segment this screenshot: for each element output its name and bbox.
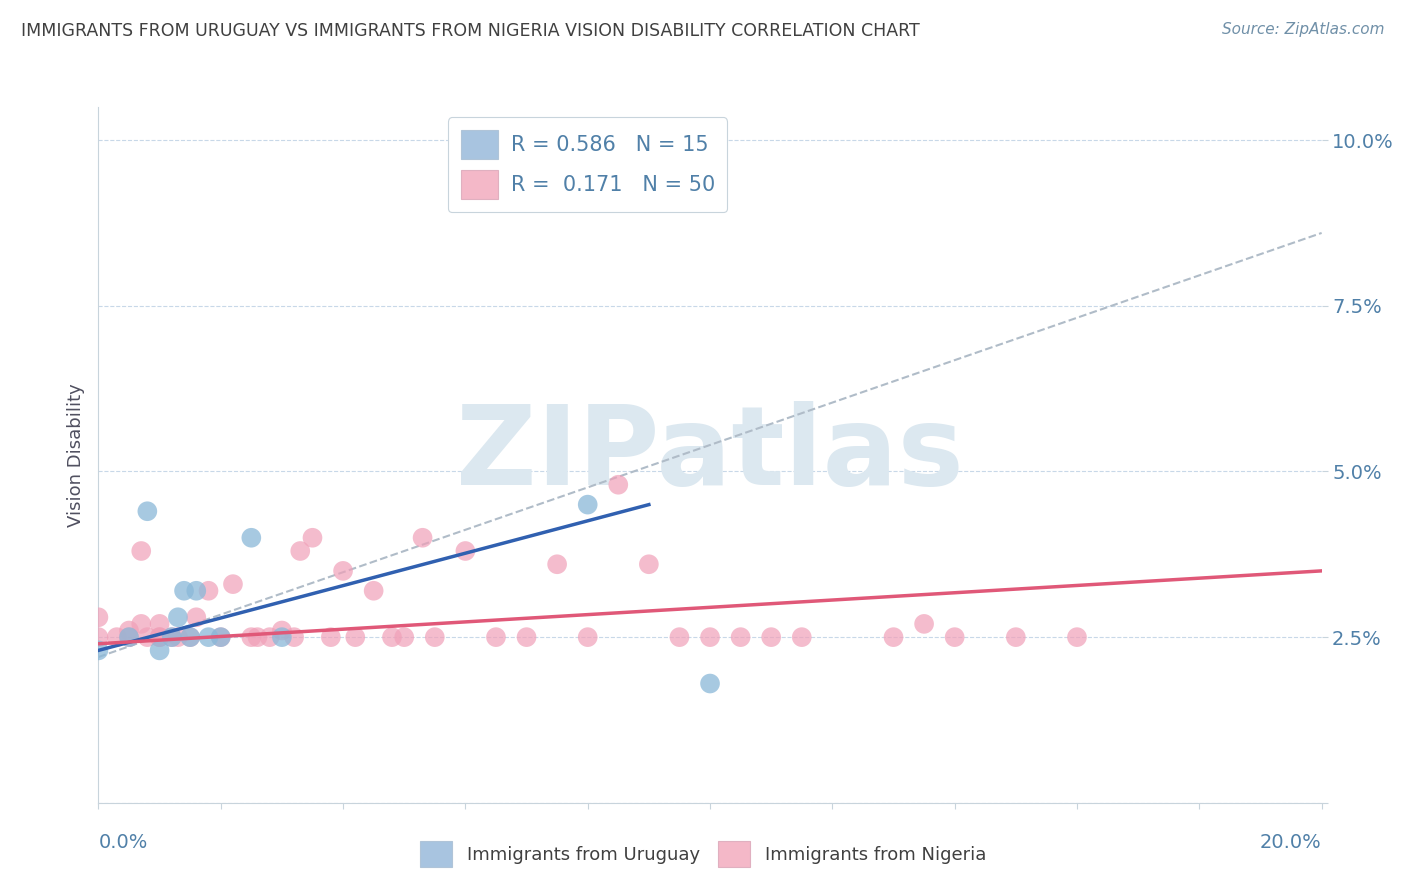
Point: [423, 630, 446, 644]
Point: [167, 610, 190, 624]
Point: [240, 630, 263, 644]
Point: [186, 610, 208, 624]
Point: [790, 630, 813, 644]
Point: [759, 630, 782, 644]
Text: Source: ZipAtlas.com: Source: ZipAtlas.com: [1222, 22, 1385, 37]
Point: [149, 630, 172, 644]
Point: [197, 583, 219, 598]
Point: [576, 630, 599, 644]
Point: [516, 186, 538, 201]
Point: [246, 630, 269, 644]
Point: [344, 630, 367, 644]
Point: [270, 624, 292, 638]
Point: [129, 544, 152, 558]
Point: [363, 583, 385, 598]
Point: [197, 630, 219, 644]
Point: [87, 643, 110, 657]
Point: [546, 558, 568, 572]
Legend: R = 0.586   N = 15, R =  0.171   N = 50: R = 0.586 N = 15, R = 0.171 N = 50: [449, 118, 727, 211]
Point: [730, 630, 752, 644]
Point: [668, 630, 690, 644]
Point: [943, 630, 966, 644]
Point: [87, 610, 110, 624]
Point: [912, 616, 935, 631]
Point: [209, 630, 232, 644]
Text: IMMIGRANTS FROM URUGUAY VS IMMIGRANTS FROM NIGERIA VISION DISABILITY CORRELATION: IMMIGRANTS FROM URUGUAY VS IMMIGRANTS FR…: [21, 22, 920, 40]
Point: [392, 630, 416, 644]
Point: [516, 630, 538, 644]
Point: [240, 531, 263, 545]
Point: [637, 558, 661, 572]
Point: [160, 630, 183, 644]
Point: [283, 630, 305, 644]
Point: [485, 630, 508, 644]
Point: [179, 630, 201, 644]
Point: [454, 544, 477, 558]
Point: [1004, 630, 1026, 644]
Point: [87, 630, 110, 644]
Point: [149, 630, 172, 644]
Point: [118, 630, 141, 644]
Text: 20.0%: 20.0%: [1260, 833, 1322, 853]
Point: [209, 630, 232, 644]
Point: [136, 630, 159, 644]
Point: [222, 577, 245, 591]
Point: [149, 643, 172, 657]
Point: [576, 498, 599, 512]
Point: [381, 630, 404, 644]
Point: [173, 583, 195, 598]
Point: [883, 630, 905, 644]
Point: [699, 630, 721, 644]
Point: [259, 630, 281, 644]
Point: [160, 630, 183, 644]
Point: [179, 630, 201, 644]
Point: [290, 544, 312, 558]
Point: [118, 624, 141, 638]
Point: [412, 531, 434, 545]
Legend: Immigrants from Uruguay, Immigrants from Nigeria: Immigrants from Uruguay, Immigrants from…: [412, 834, 994, 874]
Point: [607, 477, 630, 491]
Point: [136, 504, 159, 518]
Point: [699, 676, 721, 690]
Point: [301, 531, 323, 545]
Y-axis label: Vision Disability: Vision Disability: [66, 383, 84, 527]
Point: [270, 630, 292, 644]
Point: [129, 616, 152, 631]
Point: [319, 630, 342, 644]
Point: [105, 630, 128, 644]
Point: [149, 616, 172, 631]
Point: [167, 630, 190, 644]
Point: [1066, 630, 1088, 644]
Point: [332, 564, 354, 578]
Point: [186, 583, 208, 598]
Text: 0.0%: 0.0%: [98, 833, 148, 853]
Text: ZIPatlas: ZIPatlas: [456, 401, 965, 508]
Point: [118, 630, 141, 644]
